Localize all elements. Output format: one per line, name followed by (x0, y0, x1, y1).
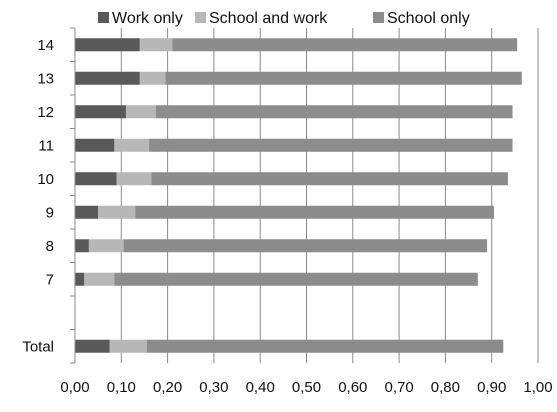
legend-swatch (195, 12, 206, 23)
x-tick-label: 0,60 (338, 379, 367, 396)
y-tick-label: Total (22, 338, 54, 355)
bar-segment (151, 172, 508, 186)
y-axis: 14 13 12 11 10 9 8 7 Total (22, 27, 76, 364)
y-tick-label: 10 (37, 171, 54, 188)
bar-segment (125, 105, 157, 119)
x-tick-label: 1,00 (523, 379, 552, 396)
bar-segment (75, 172, 117, 186)
bar-segment (75, 272, 85, 286)
bar-segment (135, 205, 495, 219)
bar-segment (75, 205, 99, 219)
bar-segment (156, 105, 513, 119)
legend: Work only School and work School only (98, 10, 470, 27)
bar-segment (114, 272, 478, 286)
y-tick-label: 13 (37, 70, 54, 87)
y-tick-label: 11 (38, 137, 54, 154)
bar-segment (75, 38, 140, 52)
x-tick-label: 0,50 (292, 379, 321, 396)
bar-segment (123, 239, 488, 253)
legend-label: Work only (112, 10, 183, 27)
bar-segment (139, 71, 166, 85)
x-tick-label: 0,20 (153, 379, 182, 396)
bar-segment (98, 205, 136, 219)
x-tick-label: 0,40 (246, 379, 275, 396)
bar-segment (146, 339, 504, 353)
bar-segment (109, 339, 147, 353)
bar-segment (75, 239, 89, 253)
bar-segment (75, 105, 126, 119)
bar-segment (84, 272, 115, 286)
y-tick-label: 7 (46, 271, 54, 288)
x-axis: 0,00 0,10 0,20 0,30 0,40 0,50 0,60 0,70 0,80 0,90… (60, 379, 552, 396)
bars (75, 38, 522, 353)
bar-segment (114, 138, 150, 152)
bar-segment (75, 138, 115, 152)
x-tick-label: 0,30 (199, 379, 228, 396)
bar-segment (75, 71, 140, 85)
bar-segment (165, 71, 522, 85)
x-tick-label: 0,70 (384, 379, 413, 396)
legend-label: School only (387, 10, 470, 27)
y-tick-label: 14 (37, 37, 54, 54)
bar-segment (172, 38, 518, 52)
x-tick-label: 0,10 (107, 379, 136, 396)
legend-label: School and work (209, 10, 328, 27)
y-tick-label: 9 (46, 204, 54, 221)
bar-segment (88, 239, 124, 253)
bar-segment (149, 138, 513, 152)
y-tick-label: 8 (46, 238, 54, 255)
legend-swatch (98, 12, 109, 23)
y-tick-label: 12 (37, 104, 54, 121)
x-tick-label: 0,00 (60, 379, 89, 396)
bar-segment (139, 38, 173, 52)
x-tick-label: 0,80 (431, 379, 460, 396)
bar-segment (75, 339, 110, 353)
x-tick-label: 0,90 (477, 379, 506, 396)
legend-swatch (373, 12, 384, 23)
bar-segment (116, 172, 152, 186)
